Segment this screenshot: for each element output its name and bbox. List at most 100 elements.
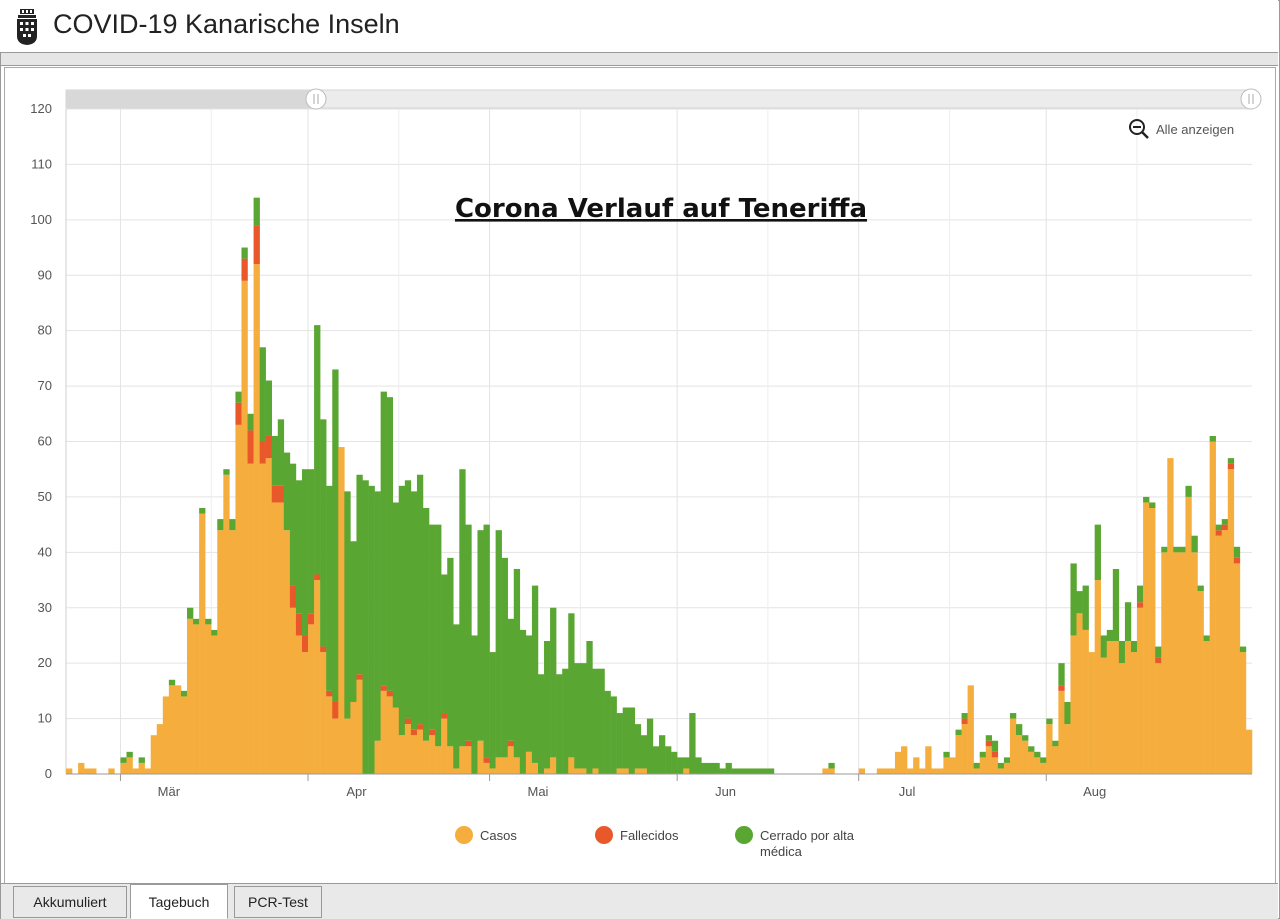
bar-cerrado [1094,524,1101,581]
y-axis: 0 10 20 30 40 50 60 70 80 90 100 110 120 [30,101,52,781]
bar-cerrado [743,768,751,774]
bar-cerrado [1185,485,1192,497]
bar-cerrado [489,652,496,769]
bar-casos [1155,663,1162,774]
legend-item-casos[interactable]: Casos [455,826,595,860]
bar-casos [507,746,515,774]
bar-casos [1088,652,1095,774]
bar-cerrado [586,641,593,774]
bar-cerrado [1215,524,1222,531]
bar-casos [495,757,502,774]
tab-pcr-test[interactable]: PCR-Test [234,886,322,918]
bar-casos [453,768,460,774]
bar-casos [991,757,999,774]
bar-casos [410,735,418,774]
bar-cerrado [997,762,1005,769]
bar-cerrado [1179,546,1186,553]
bar-casos [1009,718,1017,774]
bar-cerrado [350,541,357,702]
bar-cerrado [1016,724,1023,736]
bar-cerrado [241,247,248,259]
bar-cerrado [483,524,490,758]
bar-cerrado [973,762,980,769]
bar-cerrado [531,585,539,763]
app-title: COVID-19 Kanarische Inseln [53,9,400,39]
y-tick-label: 40 [38,544,52,559]
bar-cerrado [374,491,381,741]
bar-casos [592,768,599,774]
bar-fallecidos [235,402,242,425]
bar-cerrado [1034,751,1041,758]
show-all-button[interactable]: Alle anzeigen [1128,118,1234,140]
bar-casos [1046,724,1053,774]
bar-casos [1179,552,1186,774]
bar-cerrado [550,607,557,758]
legend-item-fallecidos[interactable]: Fallecidos [595,826,735,860]
bar-cerrado [1173,546,1180,553]
bar-casos [1070,635,1077,774]
scrollbar-handle-right[interactable] [1240,88,1262,110]
bar-fallecidos [410,729,418,736]
bar-cerrado [308,469,315,614]
bar-cerrado [622,707,629,769]
scrollbar-handle-left[interactable] [305,88,327,110]
y-tick-label: 30 [38,600,52,615]
bar-casos [1112,641,1120,774]
bar-fallecidos [277,485,285,503]
bar-cerrado [1233,546,1241,558]
bar-cerrado [283,452,291,531]
bar-casos [144,768,151,774]
bar-cerrado [677,757,684,774]
bar-fallecidos [1221,524,1229,531]
tab-tagebuch[interactable]: Tagebuch [130,884,228,919]
bar-cerrado [525,635,533,752]
bar-cerrado [1191,535,1198,553]
chart-title: Corona Verlauf auf Teneriffa [455,194,867,224]
bar-casos [1082,629,1089,774]
bar-cerrado [259,347,266,442]
chart-scrollbar[interactable] [65,88,1262,110]
bar-cerrado [380,391,387,686]
tab-akkumuliert[interactable]: Akkumuliert [13,886,127,918]
bar-fallecidos [356,674,363,680]
bar-casos [1124,641,1132,774]
x-tick-label: Apr [346,784,367,799]
bar-cerrado [640,735,648,769]
bar-casos [622,768,629,774]
bar-fallecidos [271,485,279,503]
bar-fallecidos [241,258,248,281]
bar-casos [949,757,956,774]
bar-casos [1239,652,1247,774]
bar-casos [634,768,642,774]
bar-casos [229,530,236,774]
bar-cerrado [180,690,188,697]
bar-cerrado [1082,585,1089,630]
bar-fallecidos [441,713,448,719]
bar-fallecidos [289,585,297,608]
bar-casos [320,652,327,774]
bar-cerrado [1058,663,1065,686]
bar-cerrado [314,325,321,575]
bar-cerrado [229,519,236,531]
bar-cerrado [828,762,835,769]
bar-cerrado [610,696,617,774]
bar-cerrado [1076,591,1083,614]
bar-cerrado [652,746,660,774]
bar-fallecidos [259,441,266,464]
bar-casos [822,768,829,774]
bar-cerrado [289,463,297,586]
bar-casos [1167,458,1174,774]
bar-casos [1028,751,1035,774]
bar-fallecidos [386,690,394,697]
bar-cerrado [1022,735,1029,741]
bar-cerrado [295,480,303,614]
bar-fallecidos [1058,685,1065,691]
legend-item-cerrado[interactable]: Cerrado por alta médica [735,826,855,860]
bar-cerrado [604,690,611,774]
bar-casos [828,768,835,774]
bar-fallecidos [465,740,472,747]
bar-casos [882,768,890,774]
toolbar-strip [1,53,1278,66]
bar-cerrado [1052,740,1059,747]
bar-cerrado [701,762,708,774]
